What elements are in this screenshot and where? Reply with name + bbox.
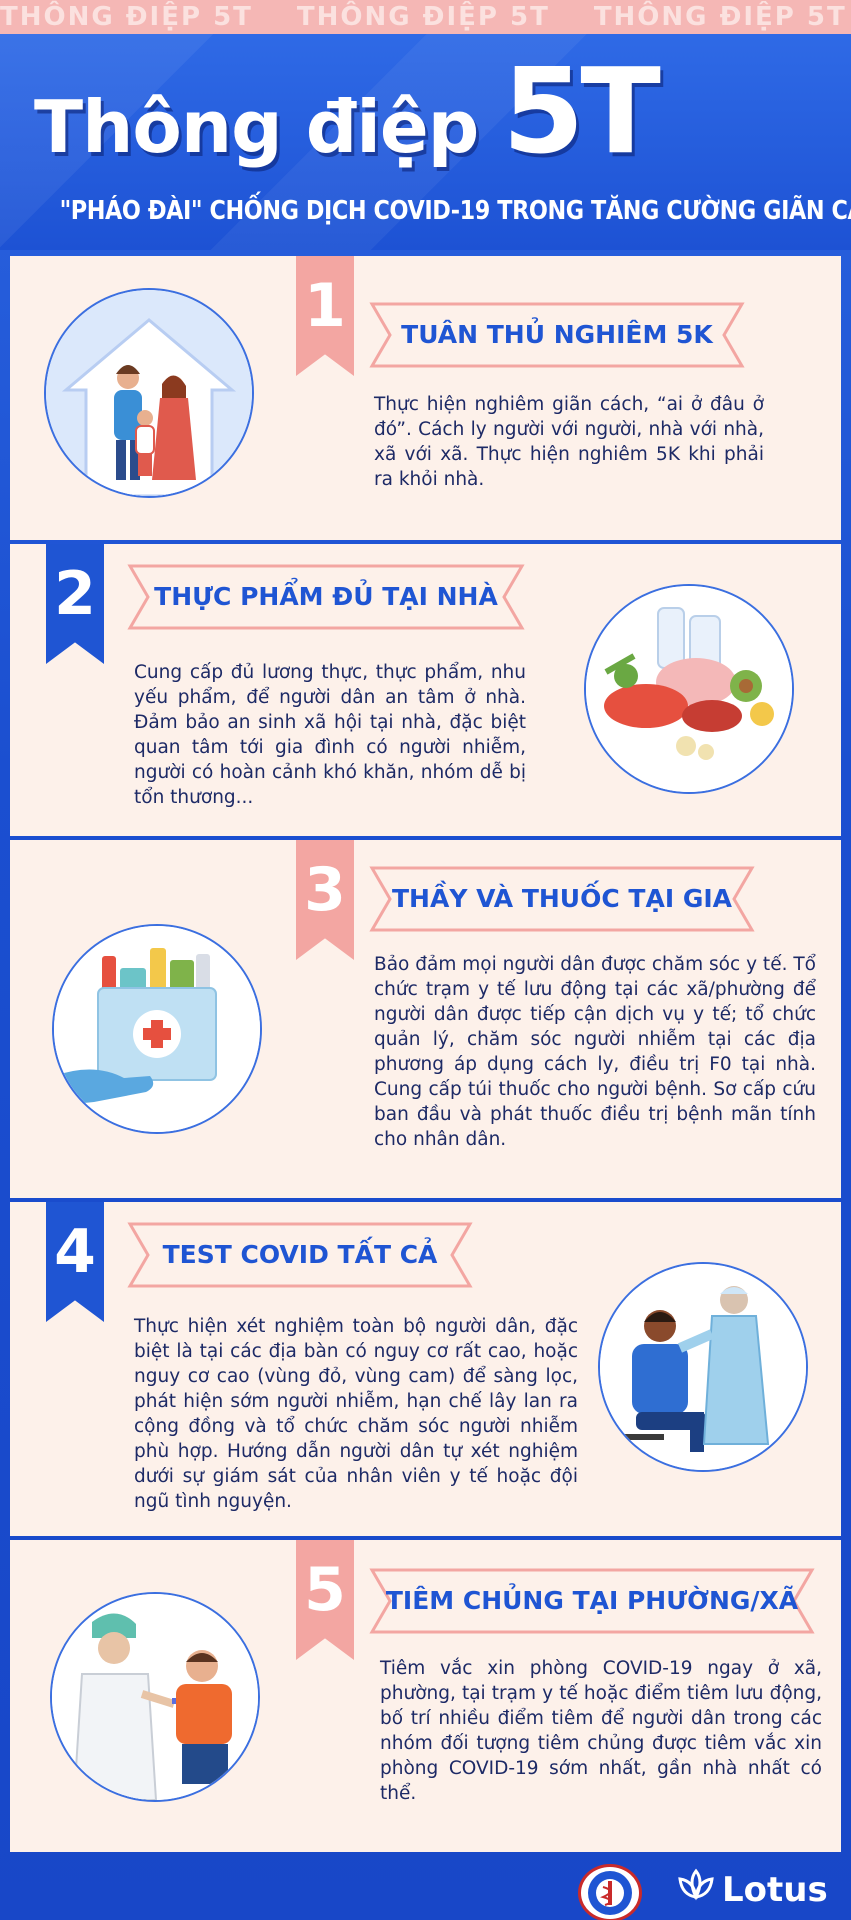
family-home-illustration [44,288,254,498]
lotus-logo: Lotus [676,1864,828,1916]
section-heading: TEST COVID TẤT CẢ [162,1240,438,1269]
watermark-text: THÔNG ĐIỆP 5T [296,2,550,32]
section-4-panel: 4 TEST COVID TẤT CẢ Thực hiện xét nghiệm… [10,1202,841,1536]
section-body: Cung cấp đủ lương thực, thực phẩm, nhu y… [134,662,526,808]
section-number: 1 [296,256,354,376]
ministry-of-health-seal-icon [578,1864,642,1920]
caduceus-icon [588,1871,632,1915]
title-big: 5T [502,42,661,180]
title-main: Thông điệp [34,85,479,169]
section-heading-ribbon: TIÊM CHỦNG TẠI PHƯỜNG/XÃ [369,1568,815,1634]
ribbon-shape [369,866,755,932]
lotus-brand-text: Lotus [722,1870,828,1910]
section-1-panel: 1 TUÂN THỦ NGHIÊM 5K Thực hiện nghiêm gi… [10,256,841,540]
section-body: Bảo đảm mọi người dân được chăm sóc y tế… [374,954,816,1150]
section-3-panel: 3 THẦY VÀ THUỐC TẠI GIA Bảo đảm mọi ngườ… [10,840,841,1198]
section-heading-ribbon: TEST COVID TẤT CẢ [127,1222,473,1288]
medicine-bag-illustration [52,924,262,1134]
covid-test-icon [600,1264,806,1470]
watermark-text: THÔNG ĐIỆP 5T [0,2,253,32]
page-subtitle: "PHÁO ĐÀI" CHỐNG DỊCH COVID-19 TRONG TĂN… [59,196,851,226]
section-heading-ribbon: THẦY VÀ THUỐC TẠI GIA [369,866,755,932]
section-body: Thực hiện xét nghiệm toàn bộ người dân, … [134,1316,578,1512]
food-icon [586,586,792,792]
section-body: Tiêm vắc xin phòng COVID-19 ngay ở xã, p… [380,1658,822,1804]
ribbon-shape [369,302,745,368]
section-heading: TIÊM CHỦNG TẠI PHƯỜNG/XÃ [385,1586,799,1615]
food-illustration [584,584,794,794]
section-body: Thực hiện nghiêm giãn cách, “ai ở đâu ở … [374,394,764,490]
page-title: Thông điệp 5T [34,52,661,170]
covid-test-illustration [598,1262,808,1472]
section-5-panel: 5 TIÊM CHỦNG TẠI PHƯỜNG/XÃ Tiêm vắc xin … [10,1540,841,1852]
lotus-flower-icon [676,1866,716,1918]
ribbon-shape [369,1568,815,1634]
section-heading-ribbon: THỰC PHẨM ĐỦ TẠI NHÀ [127,564,525,630]
ribbon-shape [127,1222,473,1288]
ribbon-shape [127,564,525,630]
section-heading-ribbon: TUÂN THỦ NGHIÊM 5K [369,302,745,368]
vaccination-illustration [50,1592,260,1802]
section-2-panel: 2 THỰC PHẨM ĐỦ TẠI NHÀ Cung cấp đủ lương… [10,544,841,836]
section-heading: TUÂN THỦ NGHIÊM 5K [401,320,713,349]
section-heading: THỰC PHẨM ĐỦ TẠI NHÀ [154,582,498,611]
section-number: 2 [46,544,104,664]
section-number: 5 [296,1540,354,1660]
header-banner [0,34,851,250]
house-family-icon [46,290,252,496]
watermark-text: THÔNG ĐIỆP 5T [593,2,847,32]
medicine-bag-icon [54,926,260,1132]
section-number: 3 [296,840,354,960]
section-number: 4 [46,1202,104,1322]
section-heading: THẦY VÀ THUỐC TẠI GIA [392,884,732,913]
vaccination-icon [52,1594,258,1800]
